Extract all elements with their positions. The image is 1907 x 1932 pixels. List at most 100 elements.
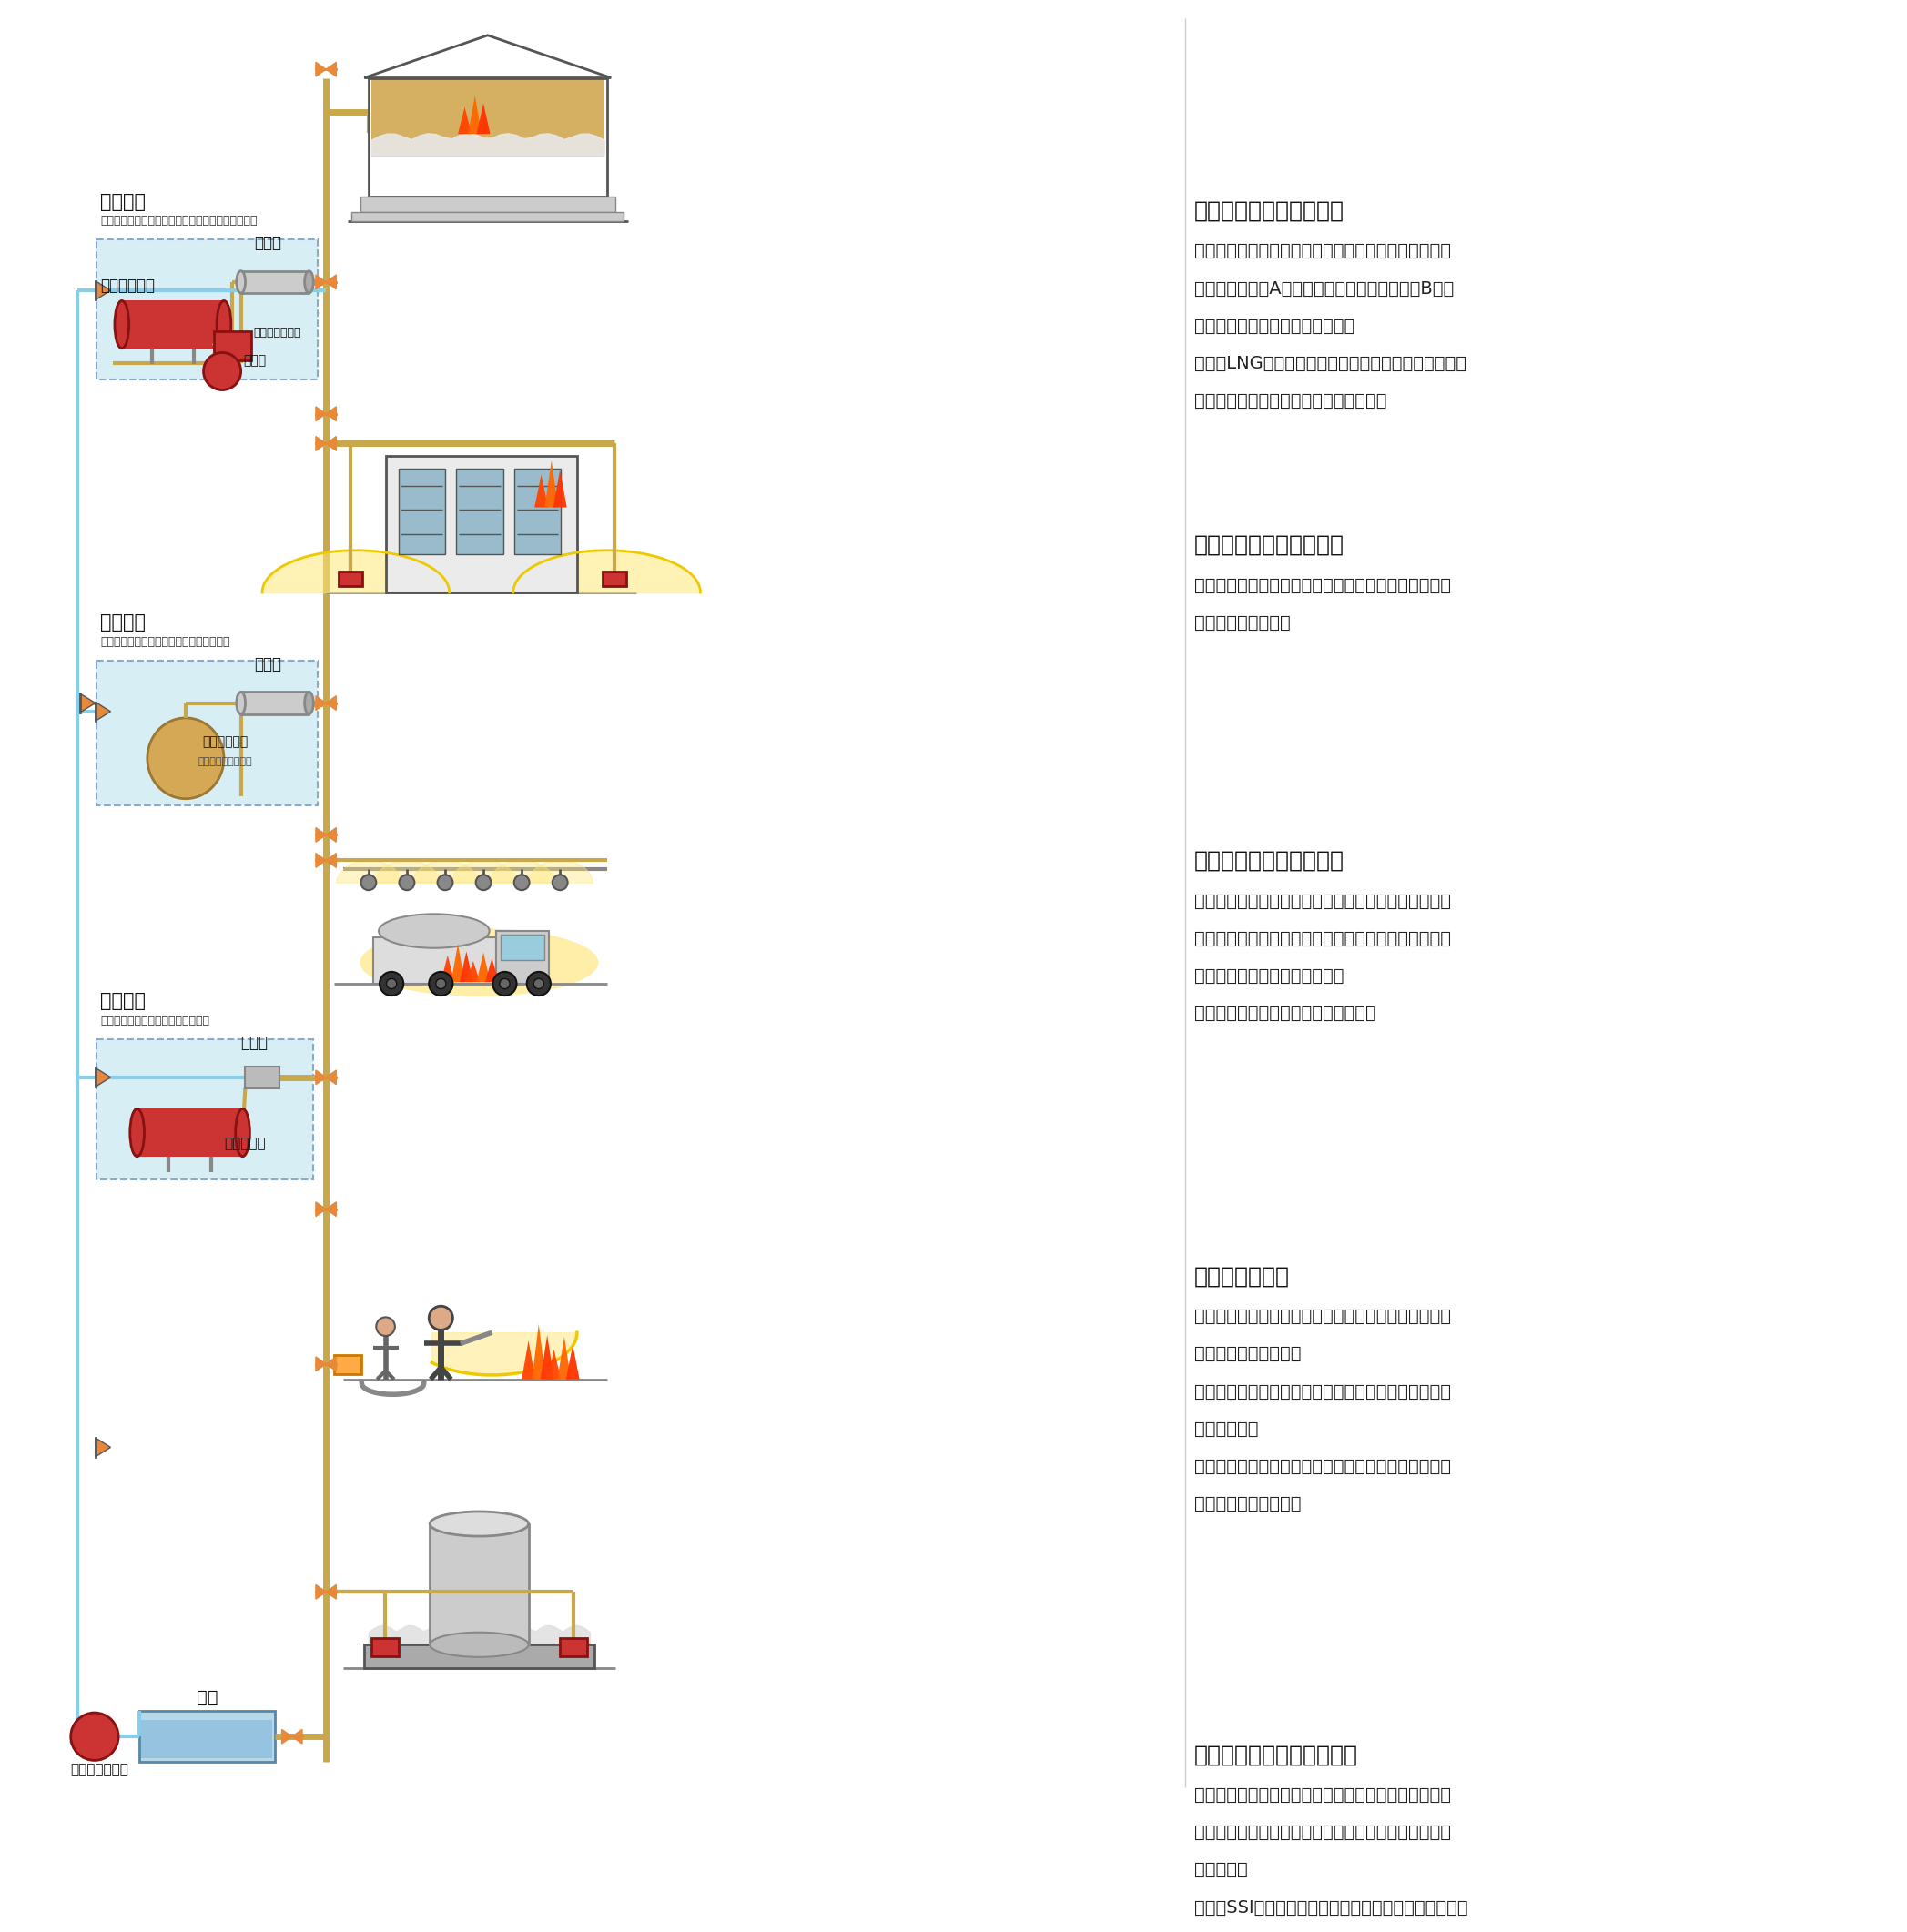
Text: 水源: 水源 — [196, 1689, 217, 1706]
Text: 移動式（泡消火栓設備）: 移動式（泡消火栓設備） — [1194, 533, 1344, 556]
Polygon shape — [317, 1356, 326, 1372]
Bar — [496, 931, 549, 983]
Polygon shape — [540, 1335, 555, 1379]
Ellipse shape — [236, 270, 246, 294]
Text: ノズルの射程を利用して遠方より多量の泡を対象物へ: ノズルの射程を利用して遠方より多量の泡を対象物へ — [1194, 1383, 1451, 1401]
Text: （プレッシャー・サイド・プロポーショナー方式）: （プレッシャー・サイド・プロポーショナー方式） — [101, 214, 257, 226]
Text: （ラバーバッグ式）: （ラバーバッグ式） — [198, 757, 252, 767]
Text: 船舶、海上などに流出炎上した油火災やタンク火災の: 船舶、海上などに流出炎上した油火災やタンク火災の — [1194, 1457, 1451, 1474]
Text: 固定泡ヘッドは、屋内駐車場、可燃性液体を扱う屋外: 固定泡ヘッドは、屋内駐車場、可燃性液体を扱う屋外 — [1194, 893, 1451, 910]
Text: 設備です。: 設備です。 — [1194, 1861, 1247, 1878]
Text: また、SSI方式と呼ばれるタンクの底部から泡を注入す: また、SSI方式と呼ばれるタンクの底部から泡を注入す — [1194, 1899, 1468, 1917]
Bar — [334, 1356, 362, 1374]
Text: 屋外危険物貯蔵タンクの注入口付近、特に岸壁や桟橋: 屋外危険物貯蔵タンクの注入口付近、特に岸壁や桟橋 — [1194, 1308, 1451, 1325]
Polygon shape — [326, 62, 336, 77]
Bar — [385, 456, 578, 593]
Ellipse shape — [130, 1109, 145, 1157]
Polygon shape — [460, 951, 473, 981]
Bar — [246, 1066, 278, 1088]
Polygon shape — [326, 437, 336, 450]
Polygon shape — [477, 102, 490, 133]
Bar — [137, 1109, 242, 1157]
Bar — [372, 1638, 399, 1656]
Polygon shape — [452, 943, 465, 981]
Text: 固定式（泡ヘッド方式）: 固定式（泡ヘッド方式） — [1194, 850, 1344, 871]
Text: （ライン・プロポーショナー方式）: （ライン・プロポーショナー方式） — [101, 1014, 210, 1026]
Bar — [429, 1524, 528, 1644]
Polygon shape — [553, 469, 566, 508]
Bar — [515, 469, 561, 554]
Circle shape — [437, 875, 452, 891]
Polygon shape — [317, 437, 326, 450]
Circle shape — [526, 972, 551, 995]
Text: 混合設備: 混合設備 — [101, 193, 147, 211]
Polygon shape — [484, 958, 500, 981]
Bar — [372, 937, 496, 983]
Polygon shape — [292, 1729, 301, 1745]
Polygon shape — [317, 1202, 326, 1217]
Ellipse shape — [147, 719, 223, 798]
Ellipse shape — [236, 692, 246, 715]
Text: 囲われた空間を多量の泡で埋め尽くし、冷却と酸素濃: 囲われた空間を多量の泡で埋め尽くし、冷却と酸素濃 — [1194, 242, 1451, 259]
Polygon shape — [80, 694, 95, 713]
Polygon shape — [441, 954, 454, 981]
Bar — [141, 1719, 273, 1758]
Polygon shape — [557, 1337, 570, 1379]
Circle shape — [399, 875, 414, 891]
Polygon shape — [317, 274, 326, 290]
Text: 混合器: 混合器 — [254, 236, 280, 251]
Bar — [95, 661, 317, 806]
Ellipse shape — [360, 929, 599, 997]
Text: 自動圧力調整弁: 自動圧力調整弁 — [254, 327, 301, 338]
Polygon shape — [523, 1341, 536, 1379]
Bar — [95, 240, 317, 381]
Circle shape — [379, 972, 404, 995]
Bar — [214, 330, 252, 359]
Polygon shape — [95, 1068, 111, 1086]
Ellipse shape — [305, 270, 313, 294]
Circle shape — [387, 980, 397, 989]
Bar — [122, 301, 223, 348]
Polygon shape — [317, 696, 326, 711]
Circle shape — [360, 875, 376, 891]
Polygon shape — [326, 827, 336, 842]
Circle shape — [475, 875, 492, 891]
Bar — [561, 1638, 587, 1656]
Text: 固定式（高発泡放出口）: 固定式（高発泡放出口） — [1194, 199, 1344, 222]
Bar — [364, 1644, 593, 1669]
Text: 火活動を行います。: 火活動を行います。 — [1194, 614, 1291, 632]
Ellipse shape — [379, 914, 490, 949]
Polygon shape — [566, 1345, 580, 1379]
Text: また、LNGなど低温液化ガスの貯蔵施設に対する火災: また、LNGなど低温液化ガスの貯蔵施設に対する火災 — [1194, 355, 1466, 373]
Bar — [339, 572, 362, 587]
Polygon shape — [458, 106, 471, 133]
Text: 火災の状況に応じ、人が移動式のノズルを操作して消: 火災の状況に応じ、人が移動式のノズルを操作して消 — [1194, 576, 1451, 593]
Polygon shape — [317, 406, 326, 421]
Text: ／屋内のプロセス構造物、タンク、ポンプなどの機器: ／屋内のプロセス構造物、タンク、ポンプなどの機器 — [1194, 929, 1451, 947]
Ellipse shape — [305, 692, 313, 715]
Polygon shape — [326, 274, 336, 290]
Polygon shape — [317, 854, 326, 867]
Text: 混合器: 混合器 — [254, 657, 280, 672]
Bar — [351, 213, 624, 220]
Circle shape — [429, 1306, 452, 1329]
Circle shape — [534, 980, 543, 989]
Text: 混合設備: 混合設備 — [101, 993, 147, 1010]
Text: ポンプ: ポンプ — [244, 354, 267, 367]
Text: 吸込器: 吸込器 — [240, 1036, 269, 1051]
Text: （プレッシャー・プロポーショナー方式）: （プレッシャー・プロポーショナー方式） — [101, 636, 231, 647]
Ellipse shape — [429, 1511, 528, 1536]
Text: 泡モニター方式: 泡モニター方式 — [1194, 1265, 1289, 1287]
Polygon shape — [326, 1070, 336, 1084]
Text: 泡原液タンク: 泡原液タンク — [101, 278, 154, 294]
Bar — [240, 270, 309, 294]
Polygon shape — [317, 1070, 326, 1084]
Text: 消火に用いられます。: 消火に用いられます。 — [1194, 1495, 1301, 1513]
Text: 混合設備: 混合設備 — [101, 614, 147, 632]
Polygon shape — [317, 62, 326, 77]
Polygon shape — [545, 460, 559, 508]
Polygon shape — [95, 701, 111, 721]
Text: 類上部や周囲に配置されます。: 類上部や周囲に配置されます。 — [1194, 968, 1344, 985]
Polygon shape — [326, 406, 336, 421]
Circle shape — [429, 972, 452, 995]
